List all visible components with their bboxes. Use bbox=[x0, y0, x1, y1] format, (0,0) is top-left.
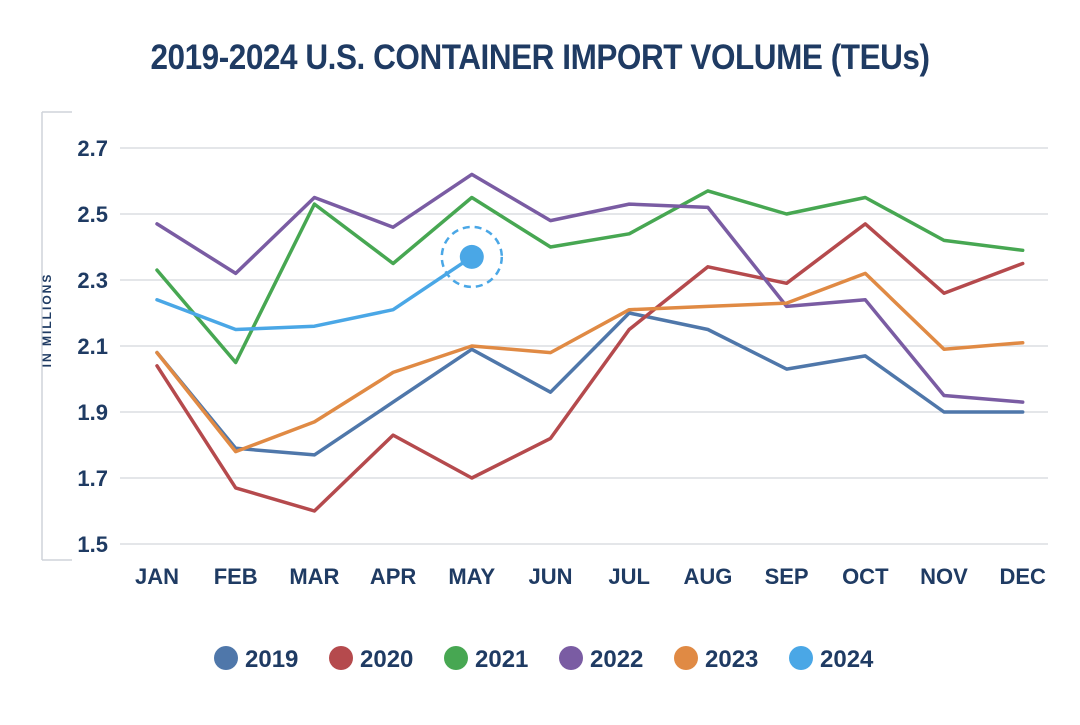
highlight-ring bbox=[440, 225, 504, 289]
x-tick-label: MAR bbox=[289, 564, 339, 589]
y-tick-label: 1.5 bbox=[77, 532, 108, 557]
x-tick-label: NOV bbox=[920, 564, 968, 589]
y-tick-label: 2.7 bbox=[77, 136, 108, 161]
highlight-marker bbox=[440, 225, 504, 289]
series-line-2020 bbox=[155, 222, 1025, 513]
legend-label-2021: 2021 bbox=[475, 646, 528, 673]
y-tick-label: 1.9 bbox=[77, 400, 108, 425]
legend-swatch-2021 bbox=[444, 646, 468, 670]
x-tick-label: APR bbox=[370, 564, 417, 589]
y-axis-label: IN MILLIONS bbox=[40, 273, 54, 368]
legend-swatch-2019 bbox=[214, 646, 238, 670]
x-tick-label: JUL bbox=[608, 564, 650, 589]
x-tick-label: AUG bbox=[683, 564, 732, 589]
x-tick-labels: JAN FEB MAR APR MAY JUN JUL AUG SEP OCT NOV DEC bbox=[135, 564, 1046, 589]
x-tick-label: MAY bbox=[448, 564, 495, 589]
legend-swatch-2023 bbox=[674, 646, 698, 670]
y-axis-bracket bbox=[41, 111, 72, 561]
legend-label-2024: 2024 bbox=[820, 646, 874, 673]
legend-swatch-2024 bbox=[789, 646, 813, 670]
legend-swatch-2022 bbox=[559, 646, 583, 670]
y-tick-label: 1.7 bbox=[77, 466, 108, 491]
x-tick-label: SEP bbox=[765, 564, 809, 589]
y-tick-label: 2.1 bbox=[77, 334, 108, 359]
series-lines bbox=[155, 172, 1025, 513]
series-line-2023 bbox=[155, 271, 1025, 454]
legend-swatch-2020 bbox=[329, 646, 353, 670]
x-tick-label: DEC bbox=[999, 564, 1046, 589]
legend-label-2020: 2020 bbox=[360, 646, 413, 673]
chart-title: 2019-2024 U.S. CONTAINER IMPORT VOLUME (… bbox=[150, 38, 930, 77]
x-tick-label: JAN bbox=[135, 564, 179, 589]
y-tick-label: 2.5 bbox=[77, 202, 108, 227]
series-line-2024 bbox=[155, 255, 474, 332]
highlight-point bbox=[459, 244, 484, 269]
x-tick-label: OCT bbox=[842, 564, 889, 589]
gridlines bbox=[120, 147, 1048, 545]
y-tick-label: 2.3 bbox=[77, 268, 108, 293]
x-tick-label: FEB bbox=[214, 564, 258, 589]
series-line-2022 bbox=[155, 172, 1025, 404]
y-tick-labels: 2.7 2.5 2.3 2.1 1.9 1.7 1.5 bbox=[77, 136, 108, 557]
series-line-2019 bbox=[155, 311, 1025, 457]
legend-label-2019: 2019 bbox=[245, 646, 298, 673]
series-line-2021 bbox=[155, 189, 1025, 365]
legend: 2019 2020 2021 2022 2023 2024 bbox=[214, 646, 874, 673]
x-tick-label: JUN bbox=[528, 564, 572, 589]
legend-label-2023: 2023 bbox=[705, 646, 758, 673]
legend-label-2022: 2022 bbox=[590, 646, 643, 673]
